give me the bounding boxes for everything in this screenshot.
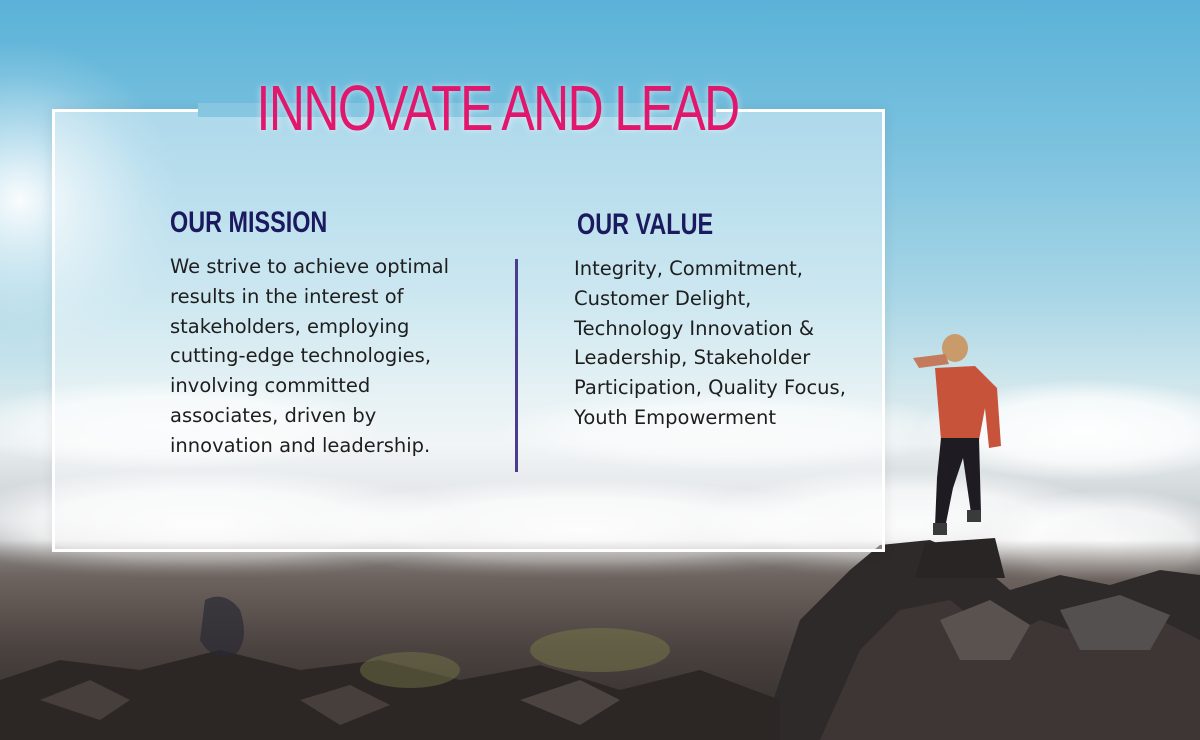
value-line: Customer Delight,	[574, 286, 752, 310]
mission-line: cutting-edge technologies,	[170, 344, 432, 368]
mission-line: We strive to achieve optimal	[170, 255, 449, 278]
mission-line: stakeholders, employing	[170, 314, 410, 338]
mission-line: associates, driven by	[170, 403, 377, 427]
column-divider	[515, 259, 518, 472]
mission-heading: OUR MISSION	[170, 206, 328, 239]
info-card	[52, 109, 885, 552]
value-line: Participation, Quality Focus,	[574, 376, 846, 400]
mission-text: We strive to achieve optimal results in …	[170, 252, 449, 461]
title-frame-gap	[198, 103, 716, 117]
value-text: Integrity, Commitment, Customer Delight,…	[574, 254, 846, 433]
mission-line: innovation and leadership.	[170, 433, 431, 457]
mission-line: results in the interest of	[170, 284, 404, 308]
value-heading: OUR VALUE	[577, 208, 714, 241]
value-line: Leadership, Stakeholder	[574, 346, 811, 370]
page-title: INNOVATE AND LEAD	[256, 72, 741, 144]
hiker-figure	[913, 334, 1005, 578]
value-line: Youth Empowerment	[574, 405, 777, 429]
value-line: Technology Innovation &	[574, 316, 815, 340]
mission-line: involving committed	[170, 374, 371, 398]
cloud	[0, 380, 380, 470]
value-line: Integrity, Commitment,	[574, 257, 803, 280]
